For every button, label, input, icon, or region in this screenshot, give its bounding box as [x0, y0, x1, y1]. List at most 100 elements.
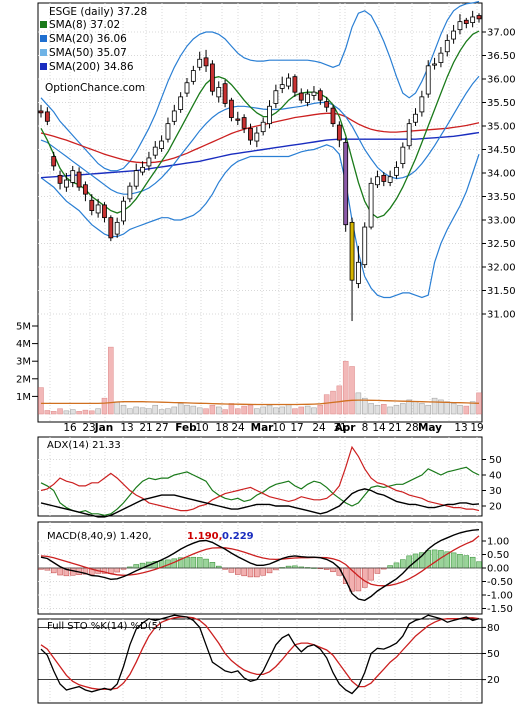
adx-y-tick-label: 20: [489, 502, 502, 513]
macd-histogram-bar: [254, 567, 260, 578]
volume-bar: [304, 405, 311, 415]
candle-up: [368, 182, 374, 228]
volume-bar: [368, 403, 374, 415]
volume-average-line: [41, 399, 480, 406]
volume-bar: [425, 404, 431, 415]
volume-bar: [63, 410, 70, 415]
legend-label: SMA(200) 34.86: [49, 61, 134, 73]
sto-y-tick-label: 20: [487, 675, 500, 686]
macd-y-tick-label: -1.50: [487, 604, 513, 615]
date-tick-label: Jan: [94, 422, 113, 434]
volume-bar: [412, 401, 419, 415]
macd-label-part: MACD(8,40,9) 1.420,: [47, 531, 152, 542]
volume-bar: [387, 406, 393, 415]
candle-up: [184, 82, 190, 94]
candle-down: [51, 156, 57, 167]
macd-line: [40, 529, 480, 602]
macd-histogram-bar: [400, 559, 406, 569]
legend-swatch: [40, 63, 47, 70]
adx-y-tick-label: 50: [489, 455, 502, 466]
adx-line: [40, 488, 480, 518]
bollinger-lower-line: [40, 144, 480, 299]
volume-bar: [273, 407, 279, 415]
bollinger-upper-line: [40, 0, 480, 172]
volume-bar: [431, 397, 438, 415]
candle-up: [133, 170, 139, 187]
volume-bar: [222, 409, 228, 415]
price-y-tick-label: 32.50: [487, 239, 516, 250]
volume-bar: [285, 404, 292, 415]
candle-up: [152, 146, 158, 156]
candle-up: [140, 166, 145, 173]
sma50-line: [40, 112, 480, 164]
macd-histogram-bar: [190, 556, 197, 569]
volume-tick-label: 1M: [16, 392, 31, 403]
volume-bar: [400, 403, 406, 415]
candle-down: [89, 199, 95, 211]
volume-bar: [463, 405, 470, 415]
volume-bar: [38, 387, 44, 415]
volume-bar: [146, 408, 152, 415]
volume-bar: [89, 410, 95, 415]
candle-up: [438, 52, 444, 63]
volume-bar: [361, 397, 368, 415]
volume-tick-label: 2M: [16, 374, 31, 385]
date-tick-label: 10: [272, 422, 285, 434]
candle-up: [63, 179, 69, 188]
volume-bar: [444, 401, 451, 415]
candle-up: [121, 200, 126, 222]
candle-down: [209, 63, 215, 92]
macd-histogram-bar: [260, 567, 266, 576]
volume-bar: [228, 403, 235, 415]
adx-frame: [37, 436, 483, 517]
candle-up: [114, 221, 120, 235]
volume-bar: [260, 406, 266, 415]
volume-tick-label: 4M: [16, 339, 31, 350]
date-tick-label: 17: [290, 422, 303, 434]
macd-histogram-bar: [114, 567, 120, 573]
candle-down: [463, 19, 469, 24]
volume-bar: [95, 408, 101, 415]
volume-bar: [76, 411, 82, 415]
macd-histogram-bar: [235, 567, 241, 575]
volume-bar: [127, 408, 133, 415]
macd-histogram-bar: [355, 567, 362, 592]
volume-bar: [279, 406, 285, 415]
macd-histogram-bar: [450, 552, 457, 569]
date-tick-label: 10: [195, 422, 208, 434]
candle-up: [171, 110, 177, 122]
macd-label-part: 1.190,: [187, 531, 222, 542]
macd-histogram-bar: [228, 567, 235, 573]
volume-bar: [336, 385, 343, 415]
stochastic-panel: 80 50 20: [37, 614, 500, 704]
legend-label: SMA(20) 36.06: [49, 33, 127, 45]
sma20-line: [40, 75, 480, 195]
price-y-tick-label: 36.00: [487, 75, 516, 86]
volume-bar: [438, 399, 444, 415]
candle-down: [343, 142, 349, 226]
adx-y-tick-label: 30: [489, 486, 502, 497]
candle-up: [70, 170, 76, 183]
price-y-tick-label: 34.00: [487, 169, 516, 180]
candle-up: [362, 226, 368, 266]
candle-down: [108, 217, 114, 239]
price-y-tick-label: 33.50: [487, 192, 516, 203]
candle-down: [248, 127, 253, 141]
volume-bar: [393, 404, 400, 415]
macd-histogram-bar: [330, 567, 336, 573]
candle-up: [254, 132, 260, 142]
candle-up: [305, 93, 311, 103]
date-tick-label: 14: [372, 422, 386, 434]
macd-histogram-bar: [247, 567, 254, 578]
candle-up: [387, 176, 393, 183]
candle-up: [260, 121, 266, 133]
date-tick-label: 21: [388, 422, 401, 434]
legend-swatch: [40, 35, 47, 42]
volume-bar: [190, 405, 197, 415]
volume-bar: [374, 404, 381, 415]
candle-up: [279, 84, 285, 89]
sma200-line: [40, 131, 480, 179]
date-tick-label: 16: [63, 422, 77, 434]
macd-histogram-bar: [196, 557, 203, 569]
